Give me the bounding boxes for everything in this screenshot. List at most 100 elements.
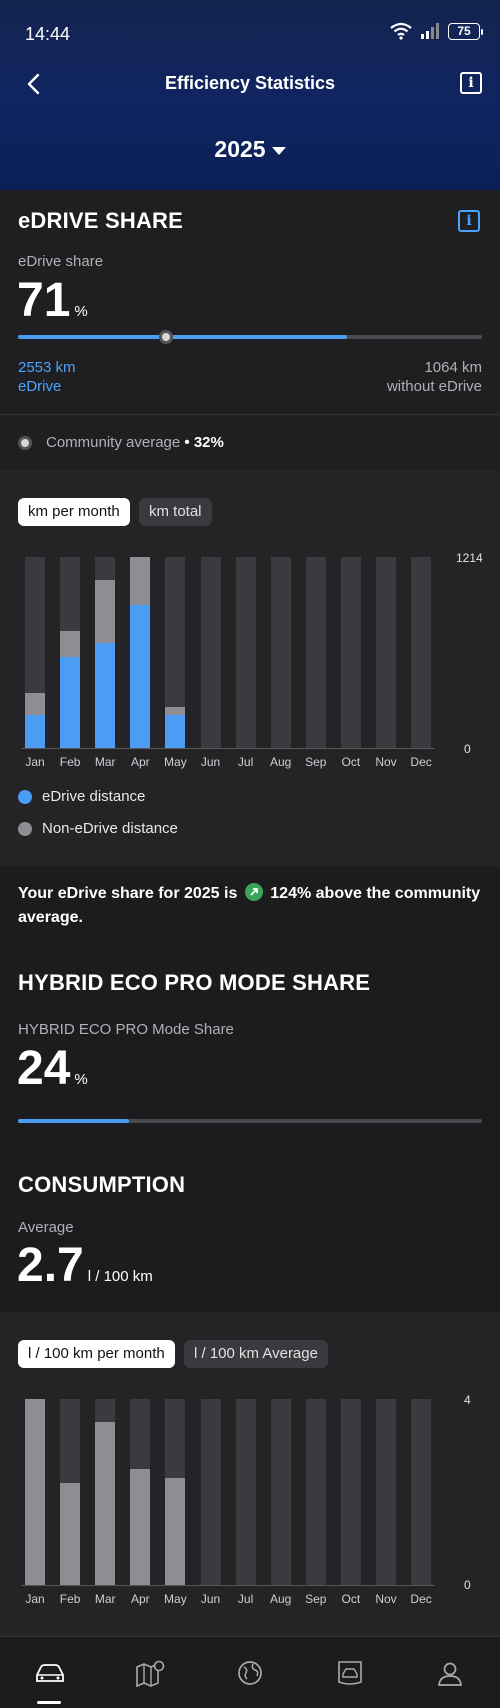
hybrid-unit: % xyxy=(74,1071,88,1088)
bar-jul[interactable] xyxy=(235,1399,256,1585)
bar-feb[interactable] xyxy=(60,1399,81,1585)
legend-non-edrive: Non-eDrive distance xyxy=(18,820,178,837)
edrive-segment-feb xyxy=(60,656,81,748)
bar-nov[interactable] xyxy=(376,557,396,748)
month-label-aug: Aug xyxy=(270,755,292,769)
bar-dec[interactable] xyxy=(411,1399,432,1585)
value-segment-feb xyxy=(60,1482,81,1585)
tab-l-average[interactable]: l / 100 km Average xyxy=(184,1340,328,1368)
edrive-segment-mar xyxy=(95,642,116,748)
legend-edrive: eDrive distance xyxy=(18,788,145,805)
page-title: Efficiency Statistics xyxy=(164,73,336,93)
tab-globe[interactable] xyxy=(230,1655,270,1691)
community-message-text: Your eDrive share for 2025 is 124% above… xyxy=(18,882,488,930)
edrive-share-value: 71% xyxy=(17,277,88,325)
tab-km-total[interactable]: km total xyxy=(139,498,212,526)
bar-may[interactable] xyxy=(165,1399,186,1585)
month-label-mar: Mar xyxy=(94,1592,116,1606)
edrive-segment-apr xyxy=(130,604,151,748)
tab-map[interactable] xyxy=(130,1655,170,1691)
bar-jan[interactable] xyxy=(25,557,45,748)
value-segment-may xyxy=(165,1478,186,1585)
non-edrive-segment-apr xyxy=(130,557,151,605)
edrive-segment-jan xyxy=(25,715,45,748)
month-label-sep: Sep xyxy=(305,1592,327,1606)
non-edrive-legend-dot xyxy=(18,821,32,836)
legend-non-edrive-label: Non-eDrive distance xyxy=(42,820,178,837)
consumption-section: CONSUMPTION Average 2.7 l / 100 km xyxy=(0,1160,500,1310)
bar-nov[interactable] xyxy=(376,1399,396,1585)
non-edrive-segment-jan xyxy=(25,692,45,716)
bar-sep[interactable] xyxy=(305,557,326,748)
battery-level: 75 xyxy=(457,24,471,38)
community-average-value: 32% xyxy=(193,434,224,451)
consumption-number: 2.7 xyxy=(17,1239,84,1292)
community-average-text: Community average • 32% xyxy=(46,434,224,451)
month-label-sep: Sep xyxy=(305,755,327,769)
month-label-apr: Apr xyxy=(130,755,150,769)
month-label-aug: Aug xyxy=(270,1592,292,1606)
trend-up-icon xyxy=(244,883,263,901)
year-value: 2025 xyxy=(214,136,266,162)
bar-apr[interactable] xyxy=(130,557,151,748)
tab-service[interactable] xyxy=(330,1655,370,1691)
bar-aug[interactable] xyxy=(270,557,291,748)
status-bar: 14:44 75 xyxy=(25,22,483,46)
hybrid-number: 24 xyxy=(17,1042,71,1095)
month-label-oct: Oct xyxy=(341,755,361,769)
chart2-ymax: 4 xyxy=(464,1393,471,1407)
tab-profile[interactable] xyxy=(430,1655,470,1691)
edrive-share-number: 71 xyxy=(17,274,71,327)
bar-jun[interactable] xyxy=(200,557,221,748)
consumption-heading: CONSUMPTION xyxy=(18,1172,186,1197)
month-label-apr: Apr xyxy=(130,1592,150,1606)
edrive-info-icon[interactable]: i xyxy=(458,210,480,232)
edrive-km: 2553 km xyxy=(18,359,76,376)
chart-baseline xyxy=(21,1585,436,1586)
month-label-dec: Dec xyxy=(410,755,432,769)
community-marker-icon xyxy=(18,436,32,450)
bar-feb[interactable] xyxy=(60,557,81,748)
caret-down-icon xyxy=(271,146,286,155)
non-edrive-distance: 1064 km without eDrive xyxy=(387,358,482,396)
bar-mar[interactable] xyxy=(95,557,116,748)
status-icons: 75 xyxy=(390,22,483,40)
tab-vehicle[interactable] xyxy=(30,1655,70,1691)
tab-km-per-month[interactable]: km per month xyxy=(18,498,130,526)
month-label-jan: Jan xyxy=(25,1592,45,1606)
hybrid-heading: HYBRID ECO PRO MODE SHARE xyxy=(18,970,371,995)
edrive-km-label: eDrive xyxy=(18,378,62,395)
back-arrow-icon[interactable] xyxy=(22,70,46,98)
tab-l-per-month[interactable]: l / 100 km per month xyxy=(18,1340,175,1368)
month-label-may: May xyxy=(164,755,187,769)
bar-may[interactable] xyxy=(165,557,186,748)
edrive-share-heading: eDRIVE SHARE xyxy=(18,208,183,233)
bar-jul[interactable] xyxy=(235,557,256,748)
bar-aug[interactable] xyxy=(270,1399,291,1585)
bar-jan[interactable] xyxy=(25,1399,45,1585)
info-icon[interactable]: i xyxy=(460,72,482,94)
bar-oct[interactable] xyxy=(340,1399,361,1585)
hybrid-label: HYBRID ECO PRO Mode Share xyxy=(18,1021,234,1038)
month-label-jan: Jan xyxy=(25,755,45,769)
year-selector[interactable]: 2025 xyxy=(0,136,500,163)
bar-dec[interactable] xyxy=(411,557,432,748)
km-chart-card: km per month km total Jan Feb Mar Apr May Jun… xyxy=(0,470,500,866)
bar-jun[interactable] xyxy=(200,1399,221,1585)
month-label-oct: Oct xyxy=(341,1592,361,1606)
bar-oct[interactable] xyxy=(340,557,361,748)
bar-mar[interactable] xyxy=(95,1399,116,1585)
month-label-feb: Feb xyxy=(59,755,81,769)
bar-sep[interactable] xyxy=(305,1399,326,1585)
map-pin-icon xyxy=(136,1660,165,1687)
consumption-chart-card: l / 100 km per month l / 100 km Average … xyxy=(0,1312,500,1636)
month-label-feb: Feb xyxy=(59,1592,81,1606)
edrive-distance: 2553 km eDrive xyxy=(18,358,76,396)
edrive-share-fill xyxy=(18,335,348,339)
non-edrive-segment-mar xyxy=(95,579,116,643)
bar-apr[interactable] xyxy=(130,1399,151,1585)
community-average-marker xyxy=(159,330,174,344)
non-edrive-km: 1064 km xyxy=(424,359,482,376)
consumption-bar-chart: Jan Feb Mar Apr May Jun Jul Aug Sep Oct Nov Dec xyxy=(0,1312,500,1632)
month-label-jul: Jul xyxy=(237,755,254,769)
